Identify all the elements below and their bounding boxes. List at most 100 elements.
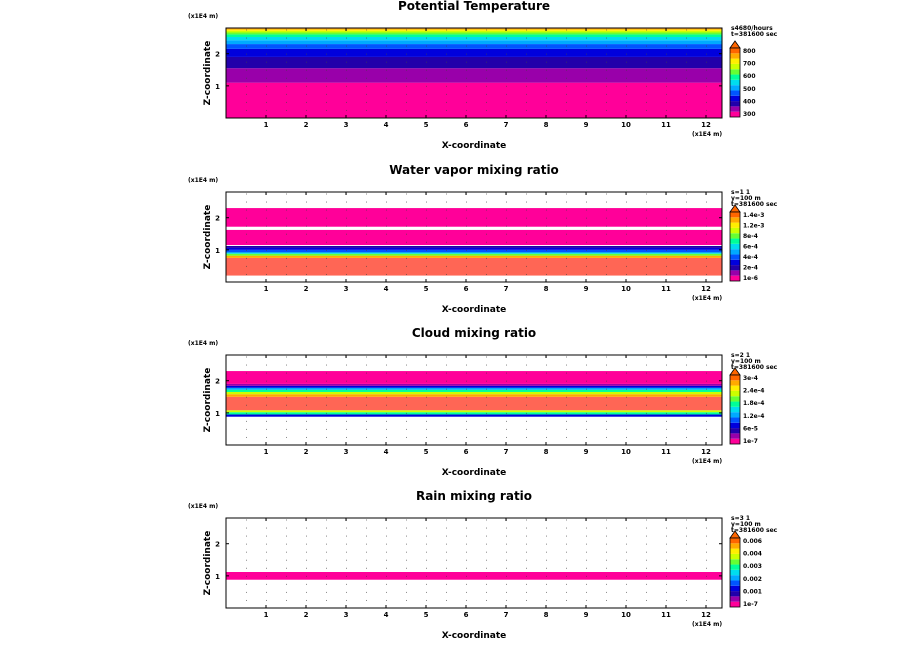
colorbar-arrow xyxy=(729,40,741,49)
colorbar-segment xyxy=(730,438,740,444)
colorbar-segment xyxy=(730,222,740,228)
info-line: s=2 1 xyxy=(731,352,750,359)
panel-title: Cloud mixing ratio xyxy=(412,326,536,340)
colorbar-segment xyxy=(730,585,740,592)
y-tick-label: 2 xyxy=(215,51,220,59)
colorbar-segment xyxy=(730,212,740,218)
contour-band-12 xyxy=(226,28,722,30)
colorbar-segment xyxy=(730,227,740,234)
x-tick-label: 10 xyxy=(621,285,631,293)
y-tick-label: 1 xyxy=(215,247,220,255)
plot-frame xyxy=(225,517,723,609)
contour-band-1 xyxy=(226,414,722,417)
x-tick-label: 7 xyxy=(504,121,509,129)
x-tick-label: 8 xyxy=(544,121,549,129)
contour-band-3 xyxy=(226,253,722,256)
plot-frame xyxy=(225,191,723,283)
x-axis-label: X-coordinate xyxy=(442,305,507,315)
colorbar-segment xyxy=(730,53,740,59)
contour-band-5 xyxy=(226,44,722,49)
colorbar-segment xyxy=(730,569,740,576)
contour-band-3 xyxy=(226,410,722,413)
contour-band-8 xyxy=(226,387,722,390)
x-unit-label: (x1E4 m) xyxy=(692,458,722,465)
panel-3: Cloud mixing ratio(x1E4 m)1 2 3 4 5 6 7 8 9 10 11 1… xyxy=(188,326,778,478)
z-unit-label: (x1E4 m) xyxy=(188,13,218,20)
grid-dots xyxy=(246,29,707,111)
contour-band-7 xyxy=(226,246,722,248)
panel-title: Water vapor mixing ratio xyxy=(389,163,559,177)
x-tick-label: 11 xyxy=(661,285,671,293)
colorbar-label: 500 xyxy=(743,86,756,93)
plot-frame xyxy=(225,27,723,119)
y-tick-label: 2 xyxy=(215,215,220,223)
contour-band-11 xyxy=(226,29,722,31)
contour-band-9 xyxy=(226,32,722,35)
x-tick-label: 5 xyxy=(424,448,429,456)
x-tick-label: 3 xyxy=(344,121,349,129)
y-axis-label: Z-coordinate xyxy=(203,368,213,433)
colorbar-label: 1.2e-4 xyxy=(743,413,764,420)
contour-band-3 xyxy=(226,56,722,69)
contour-band-8 xyxy=(226,34,722,37)
panel-1: Potential Temperature(x1E4 m)1 2 3 4 5 6 7 8 9 10… xyxy=(188,0,778,151)
info-line: s4680/hours xyxy=(731,25,773,32)
x-tick-label: 4 xyxy=(384,448,389,456)
colorbar-label: 6e-5 xyxy=(743,425,758,432)
colorbar-segment xyxy=(730,95,740,102)
colorbar-label: 1e-7 xyxy=(743,601,758,608)
colorbar-segment xyxy=(730,601,740,607)
colorbar-segment xyxy=(730,74,740,80)
colorbar-segment xyxy=(730,406,740,413)
y-tick-label: 2 xyxy=(215,378,220,386)
x-tick-label: 7 xyxy=(504,448,509,456)
info-line: y=100 m xyxy=(731,195,761,202)
colorbar-label: 1e-7 xyxy=(743,438,758,445)
x-tick-label: 4 xyxy=(384,285,389,293)
contour-bands xyxy=(226,371,722,417)
colorbar-segment xyxy=(730,233,740,239)
colorbar-label: 2.4e-4 xyxy=(743,388,764,395)
x-tick-label: 4 xyxy=(384,121,389,129)
x-tick-label: 6 xyxy=(464,285,469,293)
z-unit-label: (x1E4 m) xyxy=(188,177,218,184)
contour-band-7 xyxy=(226,389,722,392)
contour-band-4 xyxy=(226,252,722,254)
grid-dots xyxy=(246,519,707,601)
colorbar-segment xyxy=(730,48,740,54)
x-tick-label: 1 xyxy=(264,611,269,619)
colorbar-label: 4e-4 xyxy=(743,254,758,261)
colorbar-segment xyxy=(730,111,740,117)
contour-band-5 xyxy=(226,249,722,253)
x-tick-label: 3 xyxy=(344,611,349,619)
colorbar-segment xyxy=(730,79,740,86)
panel-2: Water vapor mixing ratio(x1E4 m)1 2 3 4 5 6 7 8… xyxy=(188,163,778,315)
colorbar-segment xyxy=(730,63,740,70)
x-tick-label: 12 xyxy=(701,285,711,293)
info-line: t=381600 sec xyxy=(731,201,778,208)
contour-band-10 xyxy=(226,383,722,386)
contour-bands xyxy=(226,572,722,580)
colorbar-segment xyxy=(730,265,740,271)
x-tick-label: 7 xyxy=(504,611,509,619)
colorbar-label: 800 xyxy=(743,48,756,55)
x-tick-label: 10 xyxy=(621,448,631,456)
colorbar-label: 6e-4 xyxy=(743,244,758,251)
colorbar-segment xyxy=(730,417,740,423)
colorbar-frame xyxy=(729,374,741,445)
contour-band-4 xyxy=(226,396,722,411)
x-tick-label: 2 xyxy=(304,121,309,129)
panel-title: Rain mixing ratio xyxy=(416,489,532,503)
colorbar-segment xyxy=(730,575,740,581)
x-tick-label: 11 xyxy=(661,611,671,619)
colorbar-label: 2e-4 xyxy=(743,265,758,272)
colorbar-label: 0.001 xyxy=(743,588,762,595)
x-tick-label: 2 xyxy=(304,611,309,619)
x-unit-label: (x1E4 m) xyxy=(692,621,722,628)
colorbar-segment xyxy=(730,375,740,381)
x-tick-label: 11 xyxy=(661,448,671,456)
colorbar-segment xyxy=(730,580,740,586)
colorbar-segment xyxy=(730,243,740,250)
panel-4: Rain mixing ratio(x1E4 m)1 2 3 4 5 6 7 8 9 10 11 12… xyxy=(188,489,778,641)
x-tick-label: 2 xyxy=(304,448,309,456)
